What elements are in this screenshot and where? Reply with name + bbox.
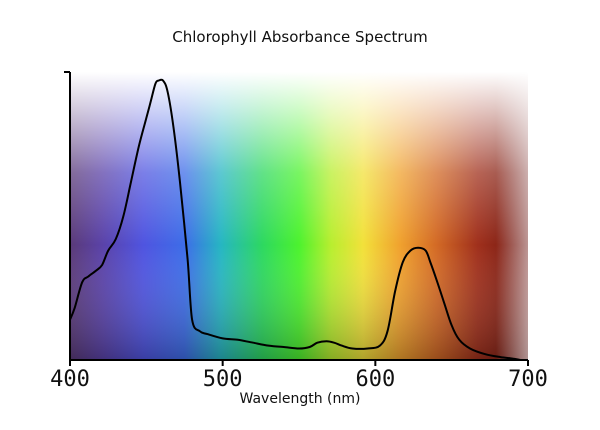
axes [64, 71, 528, 361]
spectrum-side-fade [70, 72, 528, 360]
plot-area [69, 72, 528, 361]
x-axis-label: Wavelength (nm) [240, 391, 361, 407]
chart-title: Chlorophyll Absorbance Spectrum [172, 28, 427, 46]
x-tick-label: 600 [355, 367, 395, 392]
x-ticks: 400 500 600 700 [50, 360, 548, 392]
x-tick-label: 700 [508, 367, 548, 392]
absorbance-line [69, 78, 522, 361]
x-tick-label: 500 [203, 367, 243, 392]
x-tick-label: 400 [50, 367, 90, 392]
